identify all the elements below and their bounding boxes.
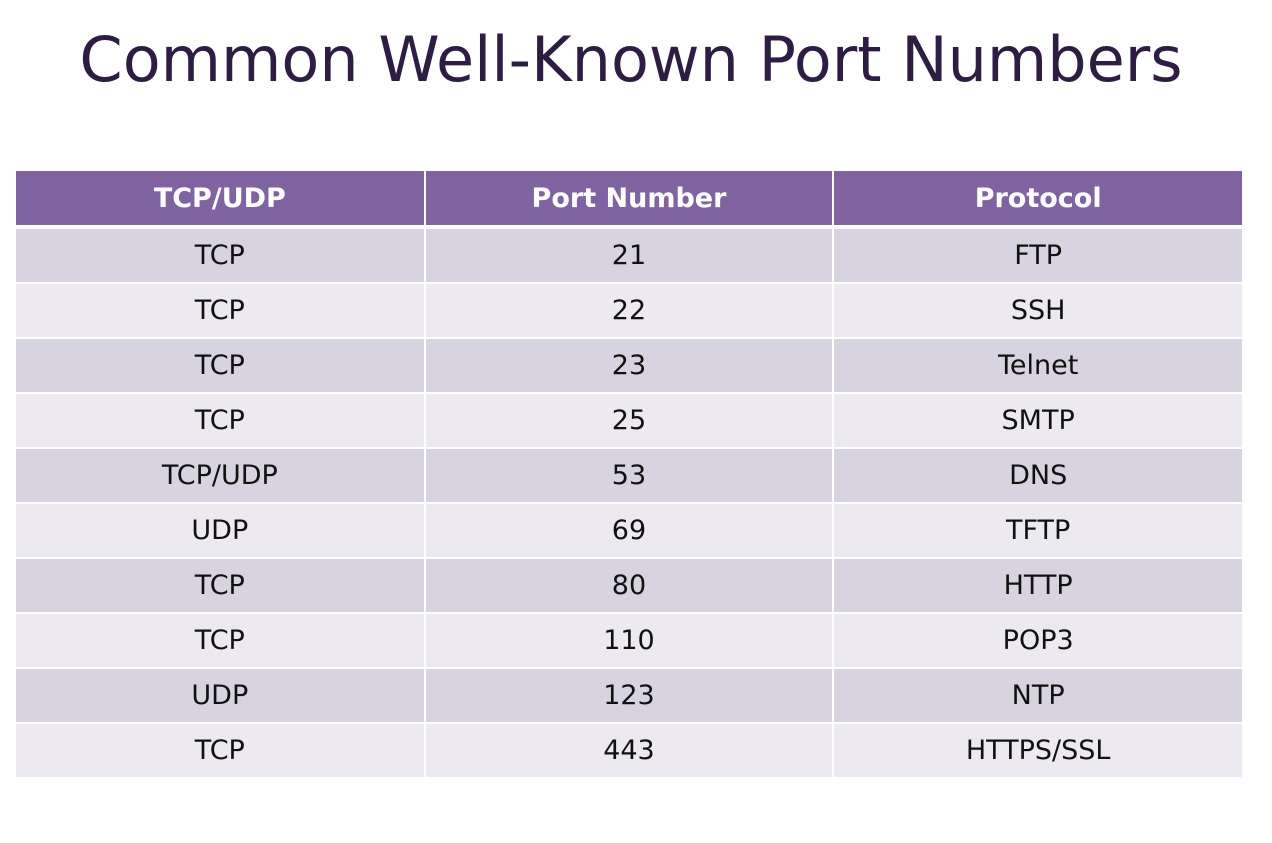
table-row: TCP 443 HTTPS/SSL <box>16 723 1242 779</box>
table-header: TCP/UDP Port Number Protocol <box>16 171 1242 229</box>
cell-transport: TCP <box>16 613 426 669</box>
table-row: UDP 69 TFTP <box>16 503 1242 559</box>
cell-protocol: Telnet <box>833 338 1242 394</box>
cell-port: 443 <box>424 723 835 779</box>
cell-transport: UDP <box>16 503 426 559</box>
cell-transport: TCP <box>16 338 426 394</box>
cell-transport: TCP <box>16 227 426 284</box>
cell-port: 22 <box>424 283 835 339</box>
cell-protocol: DNS <box>833 448 1242 504</box>
table-row: TCP 25 SMTP <box>16 393 1242 449</box>
cell-protocol: HTTP <box>833 558 1242 614</box>
cell-transport: TCP <box>16 283 426 339</box>
cell-protocol: FTP <box>833 227 1242 284</box>
cell-port: 25 <box>424 393 835 449</box>
cell-transport: TCP/UDP <box>16 448 426 504</box>
cell-protocol: SSH <box>833 283 1242 339</box>
cell-protocol: TFTP <box>833 503 1242 559</box>
table-row: TCP 110 POP3 <box>16 613 1242 669</box>
page-title: Common Well-Known Port Numbers <box>79 23 1183 96</box>
cell-protocol: SMTP <box>833 393 1242 449</box>
table-row: TCP 80 HTTP <box>16 558 1242 614</box>
column-header-port-number: Port Number <box>424 171 835 229</box>
header-row: TCP/UDP Port Number Protocol <box>16 171 1242 229</box>
cell-port: 123 <box>424 668 835 724</box>
table-row: TCP 21 FTP <box>16 227 1242 284</box>
table-row: TCP 22 SSH <box>16 283 1242 339</box>
cell-port: 110 <box>424 613 835 669</box>
cell-port: 53 <box>424 448 835 504</box>
cell-transport: UDP <box>16 668 426 724</box>
cell-protocol: POP3 <box>833 613 1242 669</box>
cell-port: 80 <box>424 558 835 614</box>
cell-protocol: HTTPS/SSL <box>833 723 1242 779</box>
table-row: TCP 23 Telnet <box>16 338 1242 394</box>
port-numbers-table: TCP/UDP Port Number Protocol TCP 21 FTP … <box>16 171 1242 779</box>
cell-port: 69 <box>424 503 835 559</box>
cell-transport: TCP <box>16 558 426 614</box>
cell-port: 23 <box>424 338 835 394</box>
cell-protocol: NTP <box>833 668 1242 724</box>
cell-transport: TCP <box>16 723 426 779</box>
table-row: UDP 123 NTP <box>16 668 1242 724</box>
column-header-tcp-udp: TCP/UDP <box>16 171 426 229</box>
table-body: TCP 21 FTP TCP 22 SSH TCP 23 Telnet TCP … <box>16 227 1242 779</box>
column-header-protocol: Protocol <box>833 171 1242 229</box>
cell-transport: TCP <box>16 393 426 449</box>
table-row: TCP/UDP 53 DNS <box>16 448 1242 504</box>
cell-port: 21 <box>424 227 835 284</box>
